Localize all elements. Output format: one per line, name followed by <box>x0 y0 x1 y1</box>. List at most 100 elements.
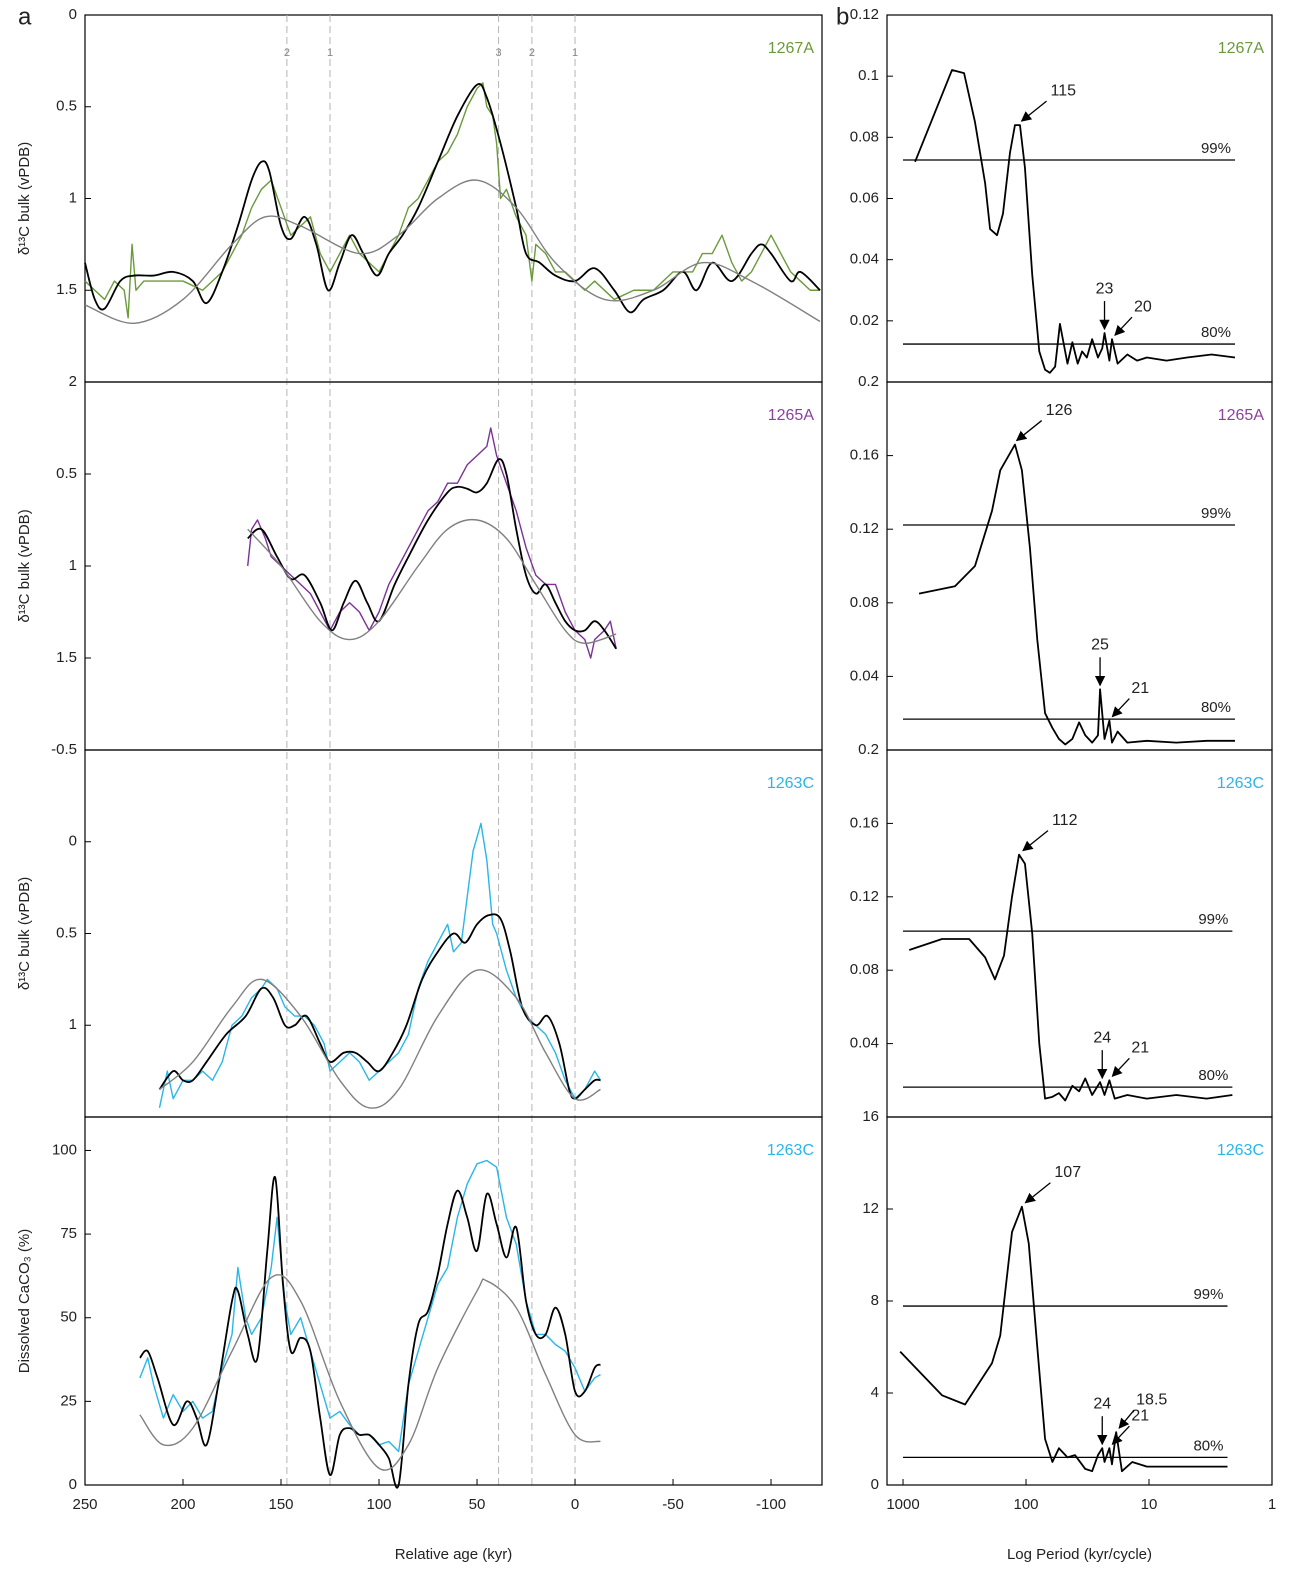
peak-label: 18.5 <box>1136 1391 1167 1408</box>
peak-arrow <box>1015 420 1043 442</box>
series-line <box>247 458 617 650</box>
y-tick-label: 75 <box>60 1225 77 1242</box>
threshold-label: 80% <box>1201 324 1231 341</box>
y-tick-label: 0.5 <box>56 924 77 941</box>
peak-arrow <box>1114 316 1133 336</box>
y-tick-label: 0.04 <box>850 667 879 684</box>
y-tick-label: 0.1 <box>858 67 879 84</box>
series-line <box>159 969 601 1109</box>
peak-label: 25 <box>1091 636 1109 653</box>
y-tick-label: 0.06 <box>850 189 879 206</box>
site-label: 1263C <box>1217 1142 1264 1159</box>
series-line <box>247 518 617 644</box>
panel-frame <box>84 381 823 751</box>
y-tick-label: 0.08 <box>850 594 879 611</box>
y-tick-label: 0 <box>69 6 77 23</box>
peak-label: 21 <box>1131 680 1149 697</box>
x-axis-title: Relative age (kyr) <box>395 1546 513 1563</box>
y-tick-label: 1 <box>69 189 77 206</box>
y-tick-label: 0.02 <box>850 312 879 329</box>
site-label: 1263C <box>1217 775 1264 792</box>
threshold-label: 80% <box>1201 699 1231 716</box>
peak-arrow <box>1020 100 1047 122</box>
x-tick-label: 1 <box>1268 1496 1276 1513</box>
peak-label: 24 <box>1093 1395 1111 1412</box>
x-tick-label: 50 <box>469 1496 486 1513</box>
event-label: 2 <box>284 47 290 59</box>
series-line <box>246 427 617 659</box>
series-line <box>84 179 821 324</box>
series-line <box>908 853 1233 1102</box>
y-tick-label: 1 <box>69 1016 77 1033</box>
series-line <box>914 69 1236 374</box>
x-tick-label: -100 <box>756 1496 786 1513</box>
y-tick-label: 1.5 <box>56 649 77 666</box>
series-line <box>139 1274 601 1471</box>
series-line <box>158 913 601 1100</box>
y-tick-label: 0.5 <box>56 465 77 482</box>
y-tick-label: 0.04 <box>850 251 879 268</box>
y-tick-label: 0.5 <box>56 98 77 115</box>
x-axis-title: Log Period (kyr/cycle) <box>1007 1546 1152 1563</box>
site-label: 1267A <box>1218 40 1265 57</box>
panel-frame <box>886 749 1273 1118</box>
y-tick-label: 1 <box>69 557 77 574</box>
y-tick-label: 0 <box>871 1476 879 1493</box>
x-tick-label: 0 <box>571 1496 579 1513</box>
threshold-label: 99% <box>1193 1286 1223 1303</box>
y-tick-label: 0 <box>69 1476 77 1493</box>
x-tick-label: -50 <box>662 1496 684 1513</box>
site-label: 1263C <box>767 775 814 792</box>
peak-arrow <box>1111 1425 1130 1445</box>
threshold-label: 99% <box>1198 911 1228 928</box>
x-tick-label: 100 <box>367 1496 392 1513</box>
y-tick-label: 4 <box>871 1384 879 1401</box>
series-line <box>139 1176 601 1489</box>
site-label: 1263C <box>767 1142 814 1159</box>
y-tick-label: -0.5 <box>51 741 77 758</box>
series-line <box>918 443 1235 746</box>
x-tick-label: 1000 <box>886 1496 919 1513</box>
y-tick-label: 0.12 <box>850 6 879 23</box>
y-tick-label: 0.16 <box>850 814 879 831</box>
x-tick-label: 150 <box>268 1496 293 1513</box>
x-tick-label: 250 <box>72 1496 97 1513</box>
y-tick-label: 0.04 <box>850 1035 879 1052</box>
threshold-label: 99% <box>1201 140 1231 157</box>
site-label: 1267A <box>768 40 815 57</box>
panel-frame <box>84 14 823 383</box>
y-tick-label: 50 <box>60 1309 77 1326</box>
peak-arrow <box>1111 698 1130 718</box>
x-tick-label: 200 <box>170 1496 195 1513</box>
y-axis-title: Dissolved CaCO₃ (%) <box>16 1229 33 1373</box>
y-tick-label: 0.08 <box>850 128 879 145</box>
threshold-label: 99% <box>1201 505 1231 522</box>
y-tick-label: 25 <box>60 1392 77 1409</box>
y-tick-label: 0.08 <box>850 961 879 978</box>
panel-label: b <box>836 3 849 30</box>
peak-label: 112 <box>1052 812 1078 829</box>
series-line <box>158 822 602 1108</box>
series-line <box>84 83 821 314</box>
site-label: 1265A <box>768 407 815 424</box>
peak-arrow <box>1118 1409 1135 1429</box>
y-tick-label: 16 <box>862 1108 879 1125</box>
series-line <box>899 1205 1228 1473</box>
peak-arrow <box>1022 830 1049 852</box>
y-tick-label: 0.2 <box>858 741 879 758</box>
y-tick-label: 2 <box>69 373 77 390</box>
y-tick-label: 0.2 <box>858 373 879 390</box>
y-tick-label: 0.16 <box>850 447 879 464</box>
peak-label: 107 <box>1054 1164 1081 1181</box>
y-axis-title: δ¹³C bulk (vPDB) <box>16 142 33 255</box>
threshold-label: 80% <box>1198 1067 1228 1084</box>
y-tick-label: 1.5 <box>56 281 77 298</box>
event-label: 1 <box>327 47 333 59</box>
peak-label: 21 <box>1131 1040 1149 1057</box>
peak-label: 24 <box>1093 1029 1111 1046</box>
series-line <box>84 82 821 319</box>
peak-arrow <box>1024 1182 1051 1204</box>
x-tick-label: 100 <box>1014 1496 1039 1513</box>
peak-arrow <box>1111 1057 1130 1078</box>
